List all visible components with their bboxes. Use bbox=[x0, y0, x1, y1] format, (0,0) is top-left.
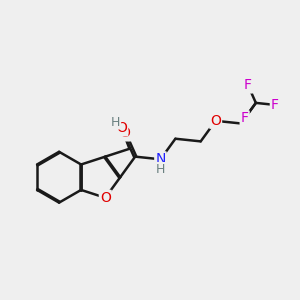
Text: F: F bbox=[241, 111, 249, 125]
Text: N: N bbox=[155, 152, 166, 166]
Text: H: H bbox=[156, 163, 165, 176]
Text: F: F bbox=[244, 79, 252, 92]
Text: O: O bbox=[119, 126, 130, 140]
Text: O: O bbox=[116, 122, 127, 135]
Text: O: O bbox=[100, 191, 111, 205]
Text: F: F bbox=[271, 98, 279, 112]
Text: H: H bbox=[111, 116, 120, 129]
Text: O: O bbox=[210, 114, 221, 128]
